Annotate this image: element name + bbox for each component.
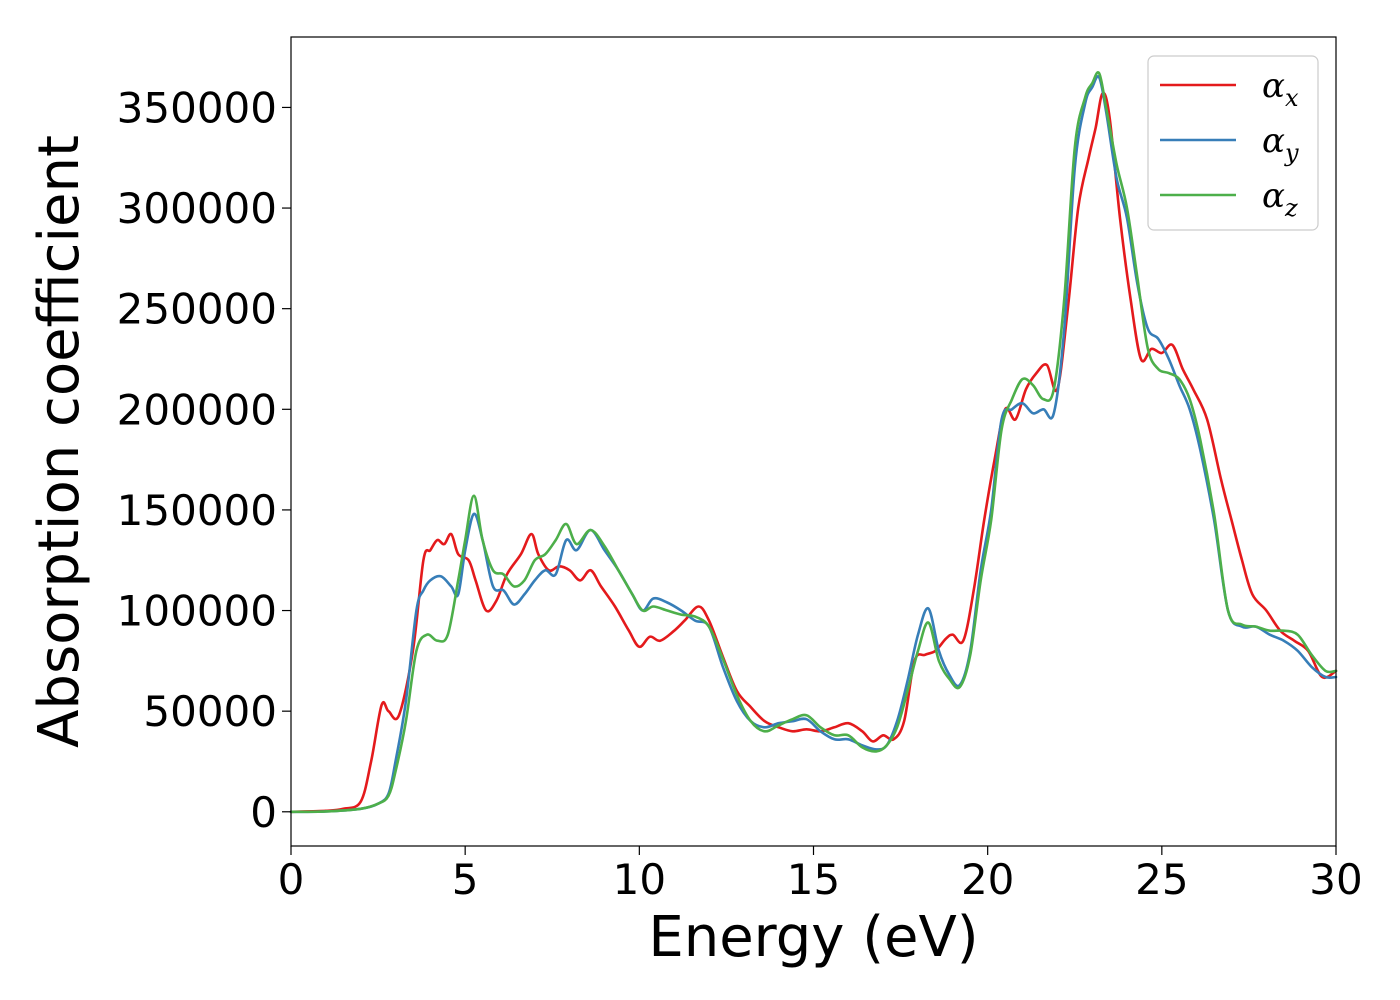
y-axis-label: Absorption coefficient — [27, 135, 92, 748]
y-axis-ticks: 0 50000 100000 150000 200000 250000 300000 3500… — [117, 83, 291, 837]
x-tick-label: 10 — [613, 855, 666, 904]
y-tick-label: 100000 — [117, 587, 277, 636]
x-tick-label: 15 — [787, 855, 840, 904]
legend-subscript: y — [1284, 139, 1299, 167]
x-tick-label: 20 — [961, 855, 1014, 904]
legend-subscript: z — [1284, 194, 1298, 222]
x-axis-label: Energy (eV) — [648, 905, 978, 970]
x-tick-label: 5 — [452, 855, 479, 904]
series-line-alpha-x — [289, 91, 1338, 814]
x-tick-label: 0 — [278, 855, 305, 904]
series-line-alpha-z — [289, 71, 1338, 814]
y-tick-label: 50000 — [143, 687, 277, 736]
y-tick-label: 350000 — [117, 83, 277, 132]
y-tick-label: 200000 — [117, 385, 277, 434]
y-tick-label: 0 — [250, 788, 277, 837]
y-tick-label: 250000 — [117, 285, 277, 334]
legend-box — [1147, 55, 1319, 231]
y-tick-label: 150000 — [117, 486, 277, 535]
x-tick-label: 30 — [1309, 855, 1362, 904]
series-lines — [289, 71, 1338, 814]
x-tick-label: 25 — [1135, 855, 1188, 904]
x-axis-ticks: 0 5 10 15 20 25 30 — [278, 846, 1363, 904]
y-tick-label: 300000 — [117, 184, 277, 233]
legend-subscript: x — [1285, 84, 1299, 112]
